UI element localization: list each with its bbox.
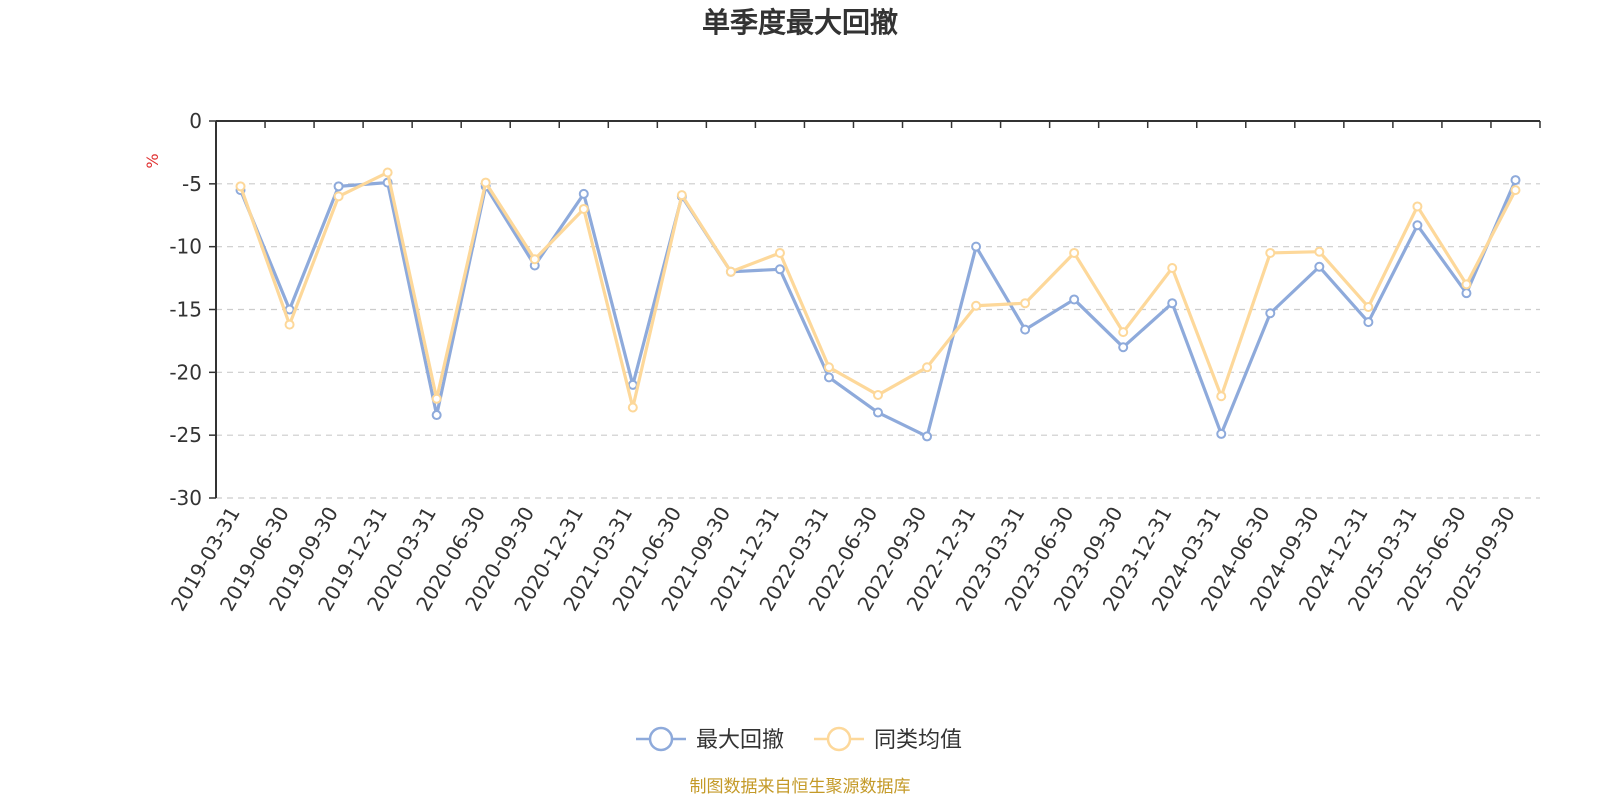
data-point[interactable] [1461,279,1472,290]
data-point[interactable] [333,191,344,202]
data-point[interactable] [1118,342,1129,353]
legend[interactable]: 最大回撤 同类均值 [636,726,962,753]
data-point[interactable] [1363,317,1374,328]
y-tick-label: -5 [182,172,202,196]
data-point[interactable] [1412,220,1423,231]
data-point[interactable] [922,362,933,373]
data-point[interactable] [1216,428,1227,439]
data-point[interactable] [1412,201,1423,212]
series-0 [235,175,1521,442]
data-point[interactable] [1216,391,1227,402]
data-point[interactable] [1363,301,1374,312]
x-axis-ticks: 2019-03-312019-06-302019-09-302019-12-31… [166,121,1541,615]
data-point[interactable] [1510,175,1521,186]
data-point[interactable] [1069,247,1080,258]
data-point[interactable] [235,181,246,192]
data-point[interactable] [1265,308,1276,319]
y-tick-label: -10 [169,235,202,259]
y-tick-label: -25 [169,423,202,447]
data-point[interactable] [578,203,589,214]
data-point[interactable] [823,362,834,373]
data-point[interactable] [1118,327,1129,338]
data-point[interactable] [333,181,344,192]
data-point[interactable] [627,402,638,413]
data-point[interactable] [1314,261,1325,272]
data-point[interactable] [1265,247,1276,258]
legend-marker [648,726,674,752]
y-axis-unit: % [143,153,162,168]
chart-title: 单季度最大回撤 [702,6,898,39]
data-point[interactable] [922,431,933,442]
data-point[interactable] [774,264,785,275]
data-point[interactable] [873,389,883,400]
data-point[interactable] [971,241,982,252]
y-tick-label: 0 [189,109,202,133]
data-point[interactable] [431,393,442,404]
data-point[interactable] [1461,288,1472,299]
y-tick-label: -15 [169,298,202,322]
y-tick-label: -20 [169,360,202,384]
legend-item-1[interactable]: 同类均值 [814,726,962,753]
data-point[interactable] [480,177,491,188]
data-point[interactable] [578,188,589,199]
series-group [235,167,1521,442]
data-point[interactable] [1510,185,1521,196]
data-point[interactable] [1069,294,1080,305]
data-point[interactable] [1314,246,1325,257]
data-point[interactable] [1167,298,1178,309]
legend-label: 最大回撤 [696,728,784,753]
data-point[interactable] [284,319,295,330]
data-point[interactable] [774,247,785,258]
data-point[interactable] [431,410,442,421]
data-point[interactable] [1020,298,1031,309]
data-point[interactable] [676,190,687,201]
data-point[interactable] [382,167,393,178]
y-tick-label: -30 [169,486,202,510]
data-point[interactable] [971,300,982,311]
source-note: 制图数据来自恒生聚源数据库 [690,777,911,797]
legend-item-0[interactable]: 最大回撤 [636,726,784,753]
series-1 [235,167,1521,413]
data-point[interactable] [529,254,540,265]
legend-label: 同类均值 [874,728,962,753]
data-point[interactable] [725,266,736,277]
y-axis-ticks: 0 -5 -10 -15 -20 -25 -30 [169,109,216,510]
grid-lines [216,183,1540,499]
data-point[interactable] [1020,324,1031,335]
data-point[interactable] [627,379,638,390]
data-point[interactable] [1167,263,1178,274]
data-point[interactable] [873,407,883,418]
data-point[interactable] [823,372,834,383]
legend-marker [826,726,852,752]
